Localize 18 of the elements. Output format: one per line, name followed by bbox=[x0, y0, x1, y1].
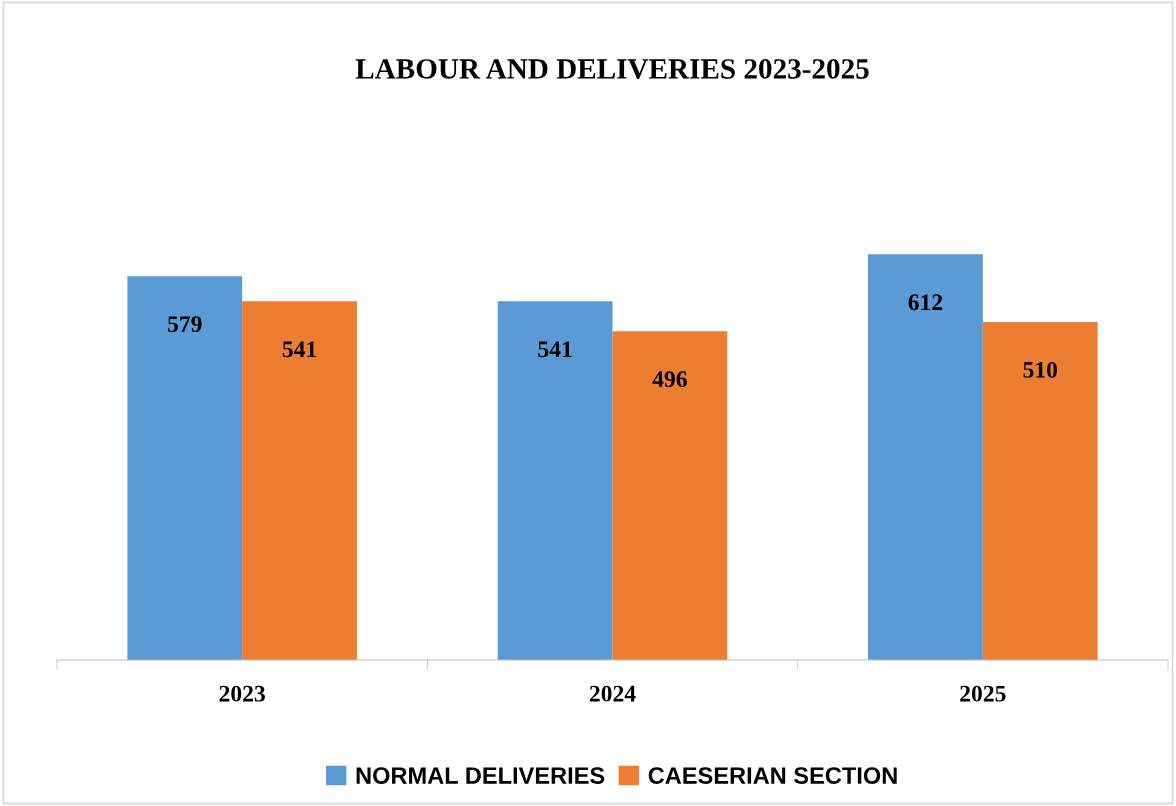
data-label: 612 bbox=[908, 294, 943, 311]
data-label: 579 bbox=[168, 316, 202, 333]
legend-label: CAESERIAN SECTION bbox=[648, 767, 897, 784]
bar bbox=[242, 301, 357, 660]
bar bbox=[868, 254, 983, 660]
bar bbox=[612, 331, 728, 660]
data-label: 541 bbox=[538, 341, 572, 358]
data-label: 510 bbox=[1023, 361, 1058, 378]
bar bbox=[497, 301, 613, 660]
chart-title: LABOUR AND DELIVERIES 2023-2025 bbox=[355, 59, 869, 79]
x-tick-label: 2025 bbox=[960, 685, 1006, 702]
bar bbox=[127, 276, 243, 660]
x-tick-label: 2024 bbox=[589, 685, 636, 702]
bar bbox=[982, 321, 1098, 660]
x-tick-label: 2023 bbox=[219, 685, 265, 702]
legend-label: NORMAL DELIVERIES bbox=[356, 767, 605, 784]
data-label: 541 bbox=[282, 341, 317, 358]
data-label: 496 bbox=[652, 371, 687, 388]
